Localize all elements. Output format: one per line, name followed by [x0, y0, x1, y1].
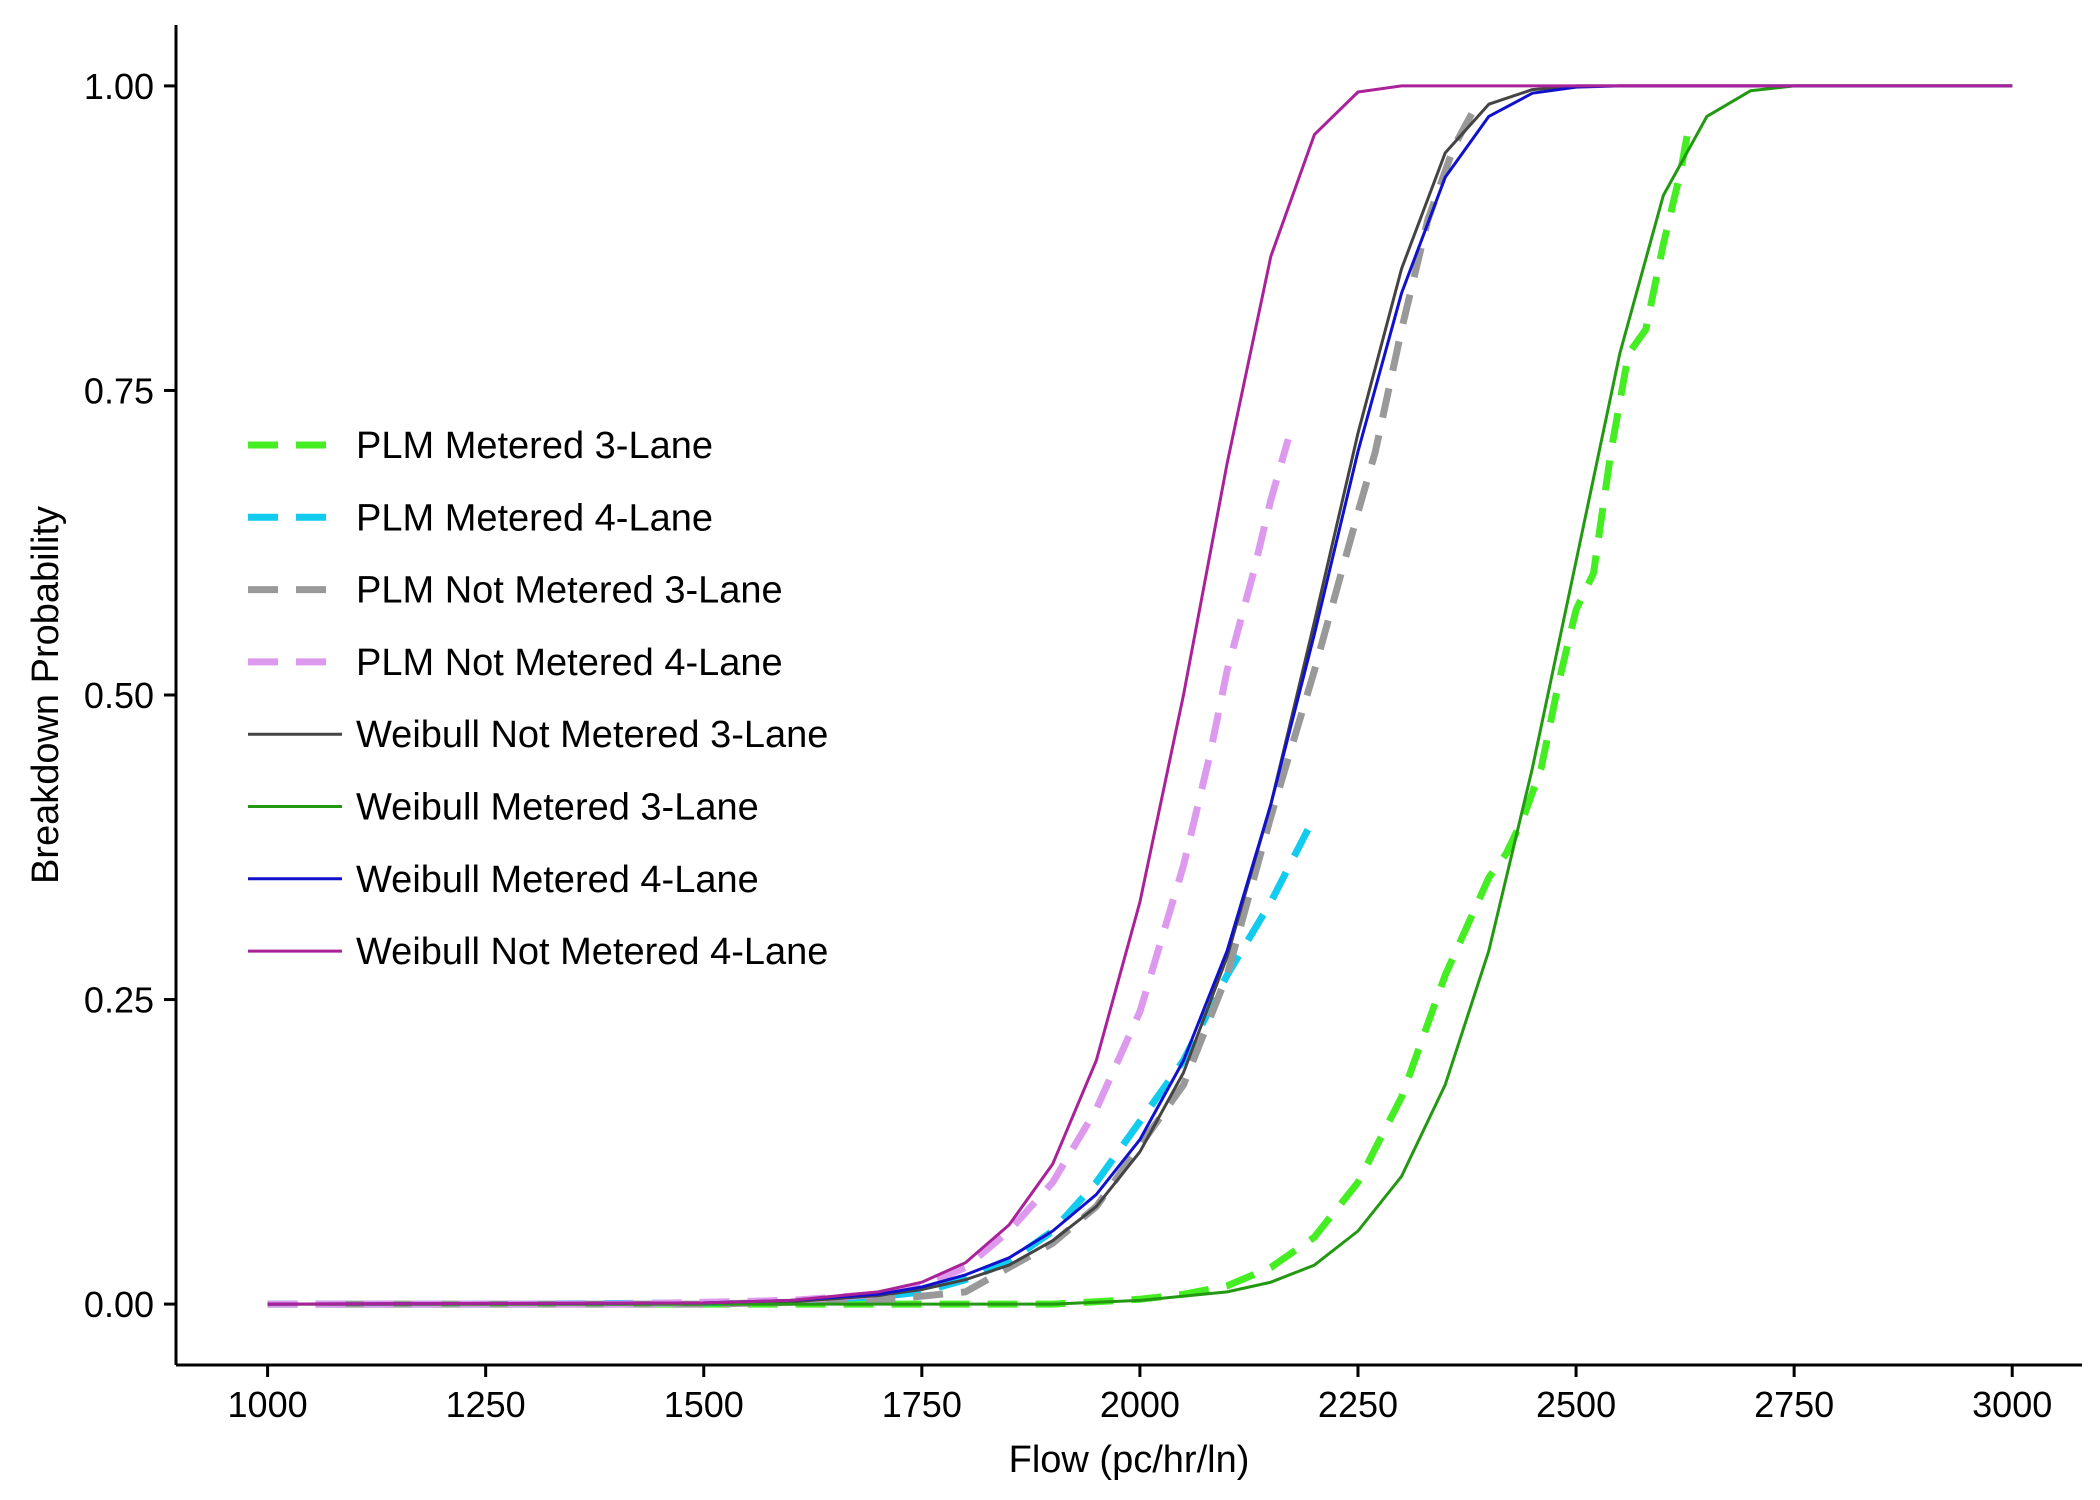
series-line-weibull-metered-4-lane	[267, 84, 2013, 1306]
legend-label: PLM Not Metered 3-Lane	[356, 570, 783, 612]
legend-label: PLM Metered 3-Lane	[356, 425, 713, 467]
legend-label: Weibull Not Metered 3-Lane	[356, 714, 828, 756]
x-tick-label: 1000	[228, 1384, 308, 1425]
series-line-plm-not-metered-4-lane	[267, 438, 1292, 1308]
legend: PLM Metered 3-Lane PLM Metered 4-Lane PLM …	[248, 425, 828, 973]
series-lines	[267, 84, 2013, 1308]
x-tick-label: 2250	[1318, 1384, 1398, 1425]
y-tick-label: 0.25	[84, 980, 154, 1021]
x-tick-label: 2750	[1754, 1384, 1834, 1425]
x-tick-label: 1500	[664, 1384, 744, 1425]
x-axis-title: Flow (pc/hr/ln)	[1009, 1439, 1250, 1481]
x-tick-label: 2500	[1536, 1384, 1616, 1425]
series-line-weibull-metered-3-lane	[267, 84, 2013, 1306]
x-tick-label: 2000	[1100, 1384, 1180, 1425]
x-tick-label: 1750	[882, 1384, 962, 1425]
axes: 1000 1250 1500 1750 2000 2250 2500 2750 3000 0.00…	[84, 25, 2082, 1425]
x-tick-label: 1250	[446, 1384, 526, 1425]
y-tick-label: 0.00	[84, 1284, 154, 1325]
legend-label: Weibull Metered 3-Lane	[356, 787, 759, 829]
y-tick-label: 0.75	[84, 370, 154, 411]
y-tick-label: 0.50	[84, 675, 154, 716]
legend-label: PLM Not Metered 4-Lane	[356, 642, 783, 684]
y-tick-label: 1.00	[84, 66, 154, 107]
y-axis-title: Breakdown Probability	[25, 506, 67, 884]
legend-label: Weibull Not Metered 4-Lane	[356, 931, 828, 973]
series-line-plm-not-metered-3-lane	[337, 96, 1484, 1308]
series-line-weibull-not-metered-4-lane	[267, 84, 2013, 1306]
legend-label: Weibull Metered 4-Lane	[356, 859, 759, 901]
legend-label: PLM Metered 4-Lane	[356, 497, 713, 539]
series-line-weibull-not-metered-3-lane	[267, 84, 2013, 1306]
x-tick-label: 3000	[1972, 1384, 2052, 1425]
